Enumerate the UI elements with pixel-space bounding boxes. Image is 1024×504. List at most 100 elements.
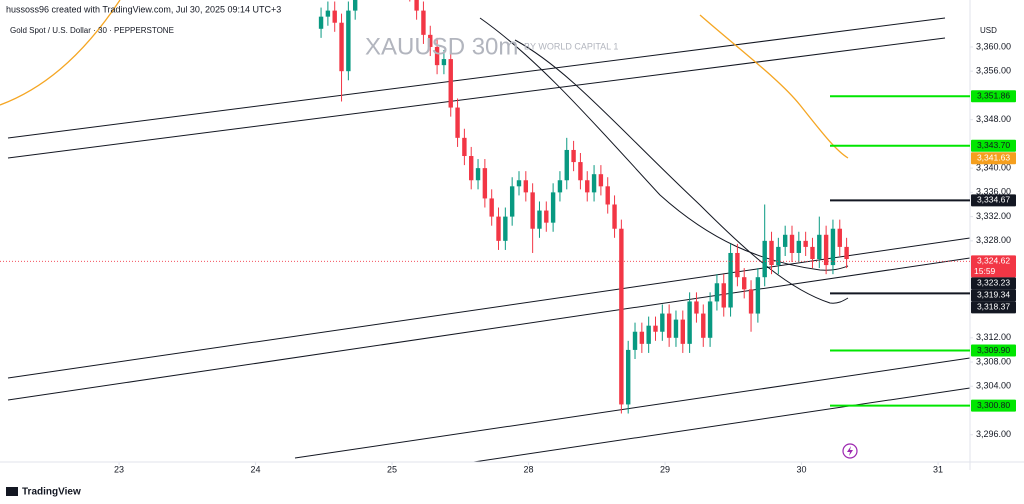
y-tick-label: 3,356.00 (976, 66, 1011, 76)
alert-icon[interactable] (842, 443, 858, 459)
candle-body (748, 289, 754, 314)
band-line (479, 17, 849, 271)
candles (318, 0, 849, 414)
candle-body (742, 277, 747, 290)
candle-body (544, 210, 549, 223)
candle-body (346, 10, 351, 72)
x-tick-label: 23 (114, 464, 124, 474)
candle-body (817, 234, 822, 260)
candle-body (837, 228, 842, 247)
alert-icon-bolt (847, 446, 853, 456)
candle-body (653, 325, 658, 332)
y-tick-label: 3,348.00 (976, 114, 1011, 124)
currency: USD (980, 26, 997, 35)
watermark: XAUUSD 30m (365, 33, 518, 60)
x-tick-label: 28 (524, 464, 534, 474)
candle-body (810, 246, 815, 260)
candle-body (332, 10, 337, 23)
price-label-box (971, 139, 1016, 152)
candle-body (632, 331, 638, 350)
candle-body (762, 240, 767, 278)
candle-body (421, 10, 426, 35)
trend-line (7, 237, 970, 379)
price-label-box (971, 301, 1016, 314)
x-tick-label: 25 (387, 464, 397, 474)
candle-body (455, 107, 460, 138)
candle-body (550, 192, 556, 223)
candle-body (701, 313, 706, 338)
price-label-box (971, 152, 1016, 165)
candle-body (503, 216, 508, 241)
candle-body (325, 10, 331, 17)
candle-body (352, 0, 358, 11)
candle-body (625, 349, 631, 405)
price-label: 3,309.90 (977, 345, 1010, 355)
candle-body (434, 46, 440, 66)
price-label: 3,343.70 (977, 140, 1010, 150)
drawings (0, 0, 970, 462)
y-tick-label: 3,308.00 (976, 356, 1011, 366)
price-label: 3,341.63 (977, 153, 1010, 163)
symbol: Gold Spot / U.S. Dollar · 30 · PEPPERSTO… (10, 26, 174, 35)
x-tick-label: 29 (660, 464, 670, 474)
candle-body (646, 325, 651, 344)
price-label-box (971, 90, 1016, 103)
candle-body (578, 162, 583, 181)
price-label-box (971, 194, 1016, 207)
price-label: 3,334.67 (977, 195, 1010, 205)
candle-body (660, 313, 665, 332)
trend-line (294, 357, 970, 459)
y-tick-label: 3,304.00 (976, 381, 1011, 391)
candle-body (482, 168, 488, 199)
price-axis (970, 0, 1024, 470)
watermark-subtitle: BY WORLD CAPITAL 1 (524, 41, 618, 51)
x-tick-label: 30 (797, 464, 807, 474)
candle-body (769, 240, 774, 266)
candle-body (496, 216, 501, 241)
y-tick-label: 3,336.00 (976, 187, 1011, 197)
candle-body (687, 301, 692, 344)
price-label-box (971, 255, 1016, 278)
candle-body (639, 331, 645, 344)
y-tick-label: 3,332.00 (976, 211, 1011, 221)
price-label: 3,318.37 (977, 302, 1010, 312)
candle-body (776, 246, 781, 266)
candle-body (844, 246, 849, 260)
candle-body (469, 156, 474, 181)
candle-body (666, 313, 672, 338)
candle-body (714, 283, 720, 302)
candle-body (523, 180, 529, 193)
price-label: 3,323.23 (977, 278, 1010, 288)
candle-body (318, 16, 324, 29)
candle-body (537, 210, 542, 229)
candle-body (707, 301, 713, 338)
candle-body (339, 22, 344, 72)
candle-body (428, 34, 433, 47)
candle-body (673, 319, 679, 338)
price-label: 3,324.62 (977, 256, 1010, 266)
x-tick-label: 31 (933, 464, 943, 474)
candle-body (619, 228, 624, 405)
y-tick-label: 3,360.00 (976, 41, 1011, 51)
candle-body (694, 301, 699, 314)
x-tick-label: 24 (251, 464, 261, 474)
candle-body (830, 228, 836, 266)
moving-average (0, 0, 121, 106)
price-label: 3,319.34 (977, 290, 1010, 300)
candle-body (509, 186, 515, 217)
trend-line (7, 257, 970, 401)
candle-body (414, 0, 419, 11)
price-label: 3,351.86 (977, 91, 1010, 101)
credit: hussoss96 created with TradingView.com, … (6, 4, 281, 14)
candle-body (796, 240, 802, 253)
candle-body (721, 283, 726, 308)
candle-body (489, 198, 494, 217)
candle-body (789, 234, 795, 253)
price-label-box (971, 344, 1016, 357)
candle-body (591, 174, 597, 193)
candle-body (598, 174, 604, 187)
candle-body (571, 149, 576, 163)
candle-body (475, 168, 481, 181)
